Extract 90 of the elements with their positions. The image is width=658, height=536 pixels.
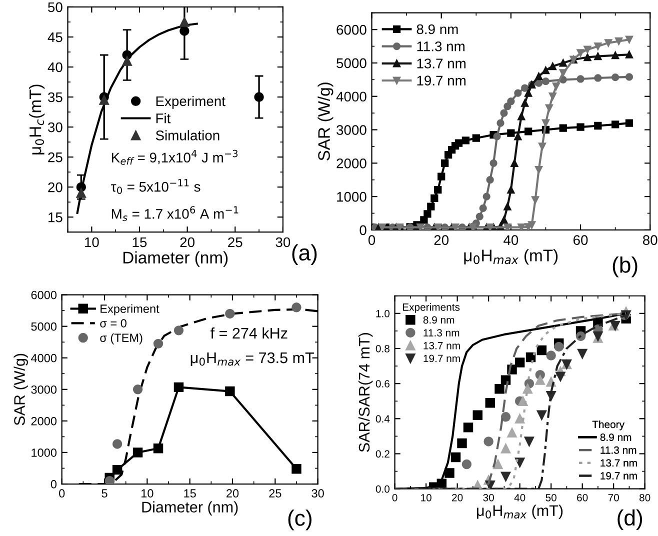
y-tick-label: 6000 xyxy=(336,24,366,35)
legend-label: 13.7 nm xyxy=(417,58,466,68)
x-tick-label: 60 xyxy=(577,494,588,502)
text: (b) xyxy=(612,256,638,278)
legend-label: 13.7 nm xyxy=(600,459,637,467)
y-tick-label: 5000 xyxy=(31,322,57,331)
text: (a) xyxy=(292,244,317,265)
y-axis-title: SAR (W/g) xyxy=(14,354,28,426)
y-tick-label: 0.4 xyxy=(376,415,390,423)
text: Experiments xyxy=(402,303,460,313)
x-tick-label: 20 xyxy=(226,489,239,498)
x-tick-label: 25 xyxy=(269,489,282,498)
y-tick-label: 4000 xyxy=(31,354,57,362)
x-axis-title: μ$_{0}$H$_{max}$ (mT) xyxy=(477,504,563,520)
x-tick-label: 80 xyxy=(642,235,658,246)
x-axis-title: μ$_{0}$H$_{max}$ (mT) xyxy=(464,249,558,265)
text: (d) xyxy=(618,509,642,530)
y-tick-label: 6000 xyxy=(31,290,57,300)
y-tick-label: 3000 xyxy=(336,125,366,135)
x-tick-label: 15 xyxy=(184,489,196,498)
y-tick-label: 25 xyxy=(48,152,62,162)
x-tick-label: 10 xyxy=(85,237,99,248)
y-tick-label: 0.6 xyxy=(376,380,390,388)
legend-label: Experiment xyxy=(156,96,226,109)
y-tick-label: 45 xyxy=(48,32,62,42)
y-tick-label: 3000 xyxy=(31,385,57,394)
y-axis-title: SAR/SAR(74 mT) xyxy=(358,333,373,452)
x-tick-label: 70 xyxy=(608,494,619,502)
x-tick-label: 30 xyxy=(312,489,324,498)
y-tick-label: 50 xyxy=(48,2,62,12)
y-tick-label: 2000 xyxy=(31,416,57,426)
y-tick-label: 0 xyxy=(360,225,366,236)
legend-label: σ = 0 xyxy=(100,319,126,328)
y-tick-label: 30 xyxy=(48,122,62,132)
legend-label: σ (TEM) xyxy=(100,333,142,344)
annotation: f = 274 kHz xyxy=(210,327,288,338)
y-tick-label: 2000 xyxy=(336,158,366,168)
y-tick-label: 20 xyxy=(48,182,62,192)
y-tick-label: 0 xyxy=(50,480,57,488)
legend-label: 19.7 nm xyxy=(417,76,466,86)
x-tick-label: 15 xyxy=(132,237,147,248)
annotation: τ$_{0}$ = 5x10$^{−11}$ s xyxy=(111,179,200,194)
x-tick-label: 40 xyxy=(514,494,526,502)
legend-label: 8.9 nm xyxy=(423,316,454,324)
y-tick-label: 40 xyxy=(48,62,62,72)
y-tick-label: 5000 xyxy=(336,58,366,68)
x-tick-label: 25 xyxy=(228,237,242,248)
legend-label: 13.7 nm xyxy=(424,342,460,350)
text: Theory xyxy=(592,420,625,430)
annotation: M$_{s}$ = 1.7 x10$^{6}$ A m$^{−1}$ xyxy=(112,206,238,222)
x-axis-title: Diameter (nm) xyxy=(123,251,228,267)
x-tick-label: 0 xyxy=(368,235,376,246)
x-tick-label: 0 xyxy=(392,494,398,502)
y-tick-label: 15 xyxy=(48,212,62,222)
y-tick-label: 1000 xyxy=(337,192,366,202)
y-tick-label: 0.0 xyxy=(376,485,390,493)
annotation: K$_{eff}$ = 9,1x10$^{4}$ J m$^{−3}$ xyxy=(112,150,238,165)
y-tick-label: 1000 xyxy=(32,448,57,457)
legend-label: 8.9 nm xyxy=(600,434,632,441)
legend-label: 11.3 nm xyxy=(424,329,460,336)
legend-label: 11.3 nm xyxy=(600,446,636,454)
x-tick-label: 10 xyxy=(142,489,154,498)
x-tick-label: 10 xyxy=(421,494,432,502)
x-tick-label: 60 xyxy=(574,235,588,246)
y-tick-label: 4000 xyxy=(336,92,366,102)
x-tick-label: 80 xyxy=(640,494,650,502)
x-tick-label: 30 xyxy=(276,237,290,248)
x-tick-label: 40 xyxy=(504,235,518,246)
annotation: μ$_{0}$H$_{max}$ = 73.5 mT xyxy=(190,352,314,366)
legend-label: Simulation xyxy=(156,130,220,140)
x-axis-title: Diameter (nm) xyxy=(142,501,238,516)
legend-label: 19.7 nm xyxy=(600,472,637,480)
x-tick-label: 20 xyxy=(180,237,194,248)
y-tick-label: 35 xyxy=(48,92,62,102)
legend-label: Experiment xyxy=(100,304,160,316)
x-tick-label: 50 xyxy=(546,494,556,502)
legend-label: 8.9 nm xyxy=(416,24,458,34)
y-axis-title: SAR (W/g) xyxy=(318,82,334,160)
legend-label: Fit xyxy=(156,113,171,124)
x-tick-label: 20 xyxy=(452,494,463,502)
x-tick-label: 30 xyxy=(483,494,494,502)
legend-label: 19.7 nm xyxy=(424,354,460,362)
y-tick-label: 0.2 xyxy=(376,450,390,458)
y-tick-label: 1.0 xyxy=(376,310,390,318)
x-tick-label: 5 xyxy=(102,489,108,498)
x-tick-label: 20 xyxy=(434,235,449,246)
y-tick-label: 0.8 xyxy=(376,345,390,352)
text: (c) xyxy=(288,510,312,530)
y-axis-title: μ$_{0}$H$_{c}$(mT) xyxy=(29,84,45,154)
legend-label: 11.3 nm xyxy=(417,41,464,52)
